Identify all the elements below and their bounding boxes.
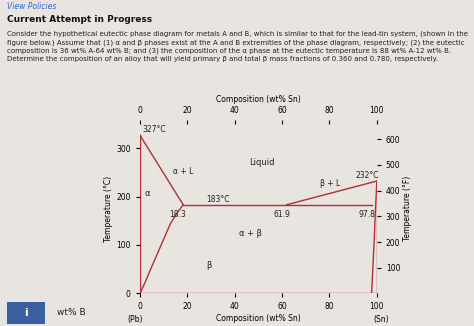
Text: 61.9: 61.9 <box>273 210 291 219</box>
Text: α + L: α + L <box>173 167 193 176</box>
Text: wt% B: wt% B <box>57 308 85 318</box>
Text: (Sn): (Sn) <box>374 315 389 324</box>
Y-axis label: Temperature (°C): Temperature (°C) <box>104 176 113 242</box>
Text: (Pb): (Pb) <box>128 315 143 324</box>
Text: Liquid: Liquid <box>249 157 274 167</box>
Y-axis label: Temperature (°F): Temperature (°F) <box>403 176 412 241</box>
Text: 97.8: 97.8 <box>359 210 376 219</box>
Text: Current Attempt in Progress: Current Attempt in Progress <box>7 15 152 24</box>
X-axis label: Composition (wt% Sn): Composition (wt% Sn) <box>216 314 301 323</box>
X-axis label: Composition (wt% Sn): Composition (wt% Sn) <box>216 95 301 104</box>
Text: Consider the hypothetical eutectic phase diagram for metals A and B, which is si: Consider the hypothetical eutectic phase… <box>7 31 468 62</box>
Text: i: i <box>24 308 28 318</box>
Text: 18.3: 18.3 <box>169 210 186 219</box>
Text: α: α <box>145 189 150 199</box>
Text: β + L: β + L <box>320 179 340 188</box>
Text: 232°C: 232°C <box>356 171 379 180</box>
Text: 327°C: 327°C <box>142 125 166 134</box>
Text: β: β <box>206 261 211 270</box>
Text: View Policies: View Policies <box>7 2 56 11</box>
Text: 183°C: 183°C <box>206 195 230 204</box>
Text: α + β: α + β <box>239 229 263 238</box>
